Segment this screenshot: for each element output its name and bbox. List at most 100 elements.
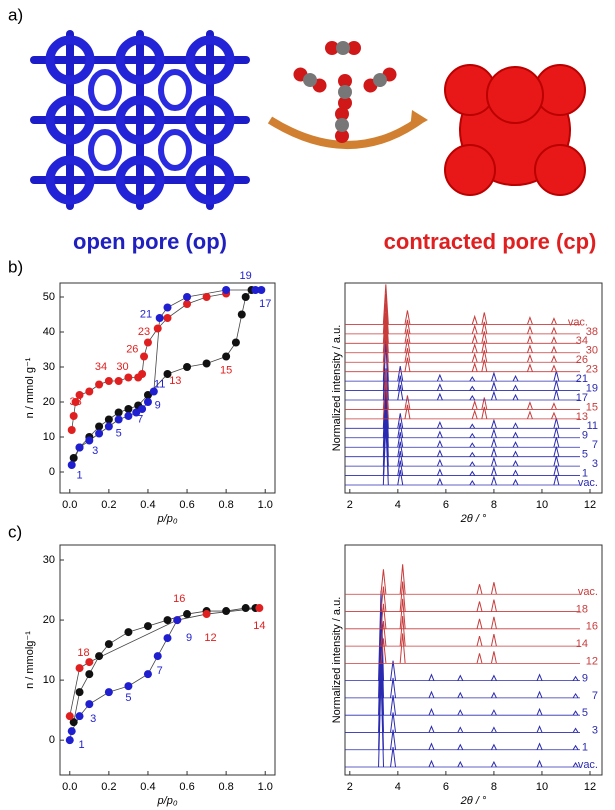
peak <box>476 601 483 612</box>
peak <box>536 742 543 750</box>
point-label: 7 <box>157 665 163 677</box>
point-label: 5 <box>116 427 122 439</box>
x-tick-label: 0.6 <box>179 781 194 793</box>
peak <box>512 469 519 476</box>
peak <box>397 422 404 438</box>
peak <box>512 393 519 401</box>
peak <box>428 690 435 699</box>
trace-label: 11 <box>587 420 598 432</box>
peak <box>536 725 543 733</box>
data-point <box>183 300 192 308</box>
peak <box>551 364 557 372</box>
carbon <box>335 118 349 132</box>
data-point <box>163 616 172 625</box>
peak <box>382 378 389 419</box>
peak <box>481 340 488 353</box>
y-axis-label: Normalized intensity / a.u. <box>331 325 343 452</box>
peak <box>490 437 497 448</box>
peak <box>490 465 497 476</box>
pore-ring <box>185 155 235 205</box>
x-tick-label: 0.0 <box>62 781 77 793</box>
peak <box>490 428 497 438</box>
data-point <box>71 398 80 406</box>
peak <box>490 599 497 612</box>
peak <box>397 366 404 382</box>
peak <box>572 744 579 750</box>
peak <box>481 397 488 410</box>
point-label: 9 <box>186 632 192 644</box>
carbon <box>373 73 387 87</box>
pore-ring <box>115 155 165 205</box>
peak <box>471 314 478 325</box>
x-tick-label: 12 <box>584 781 596 793</box>
plot-frame <box>59 544 276 776</box>
peak <box>436 439 443 448</box>
rod <box>136 30 144 210</box>
co2-molecule <box>363 67 397 93</box>
peak <box>572 762 579 768</box>
data-point <box>138 405 147 413</box>
data-point <box>95 380 104 389</box>
peak <box>551 336 557 344</box>
peak <box>551 317 557 325</box>
x-tick-label: 12 <box>584 499 596 511</box>
trace-label: 7 <box>592 439 598 451</box>
peak <box>572 675 579 681</box>
data-point <box>222 607 231 616</box>
data-point <box>132 408 141 417</box>
data-point <box>75 664 84 673</box>
x-tick-label: 0.2 <box>101 499 116 511</box>
peak <box>469 423 476 429</box>
x-tick-label: 4 <box>395 781 401 793</box>
pore-ring <box>115 95 165 145</box>
x-tick-label: 10 <box>536 499 548 511</box>
data-point <box>124 628 133 637</box>
x-tick-label: 2 <box>347 781 353 793</box>
x-tick-label: 0.4 <box>140 499 155 511</box>
x-axis-label: 2θ / ° <box>460 513 487 525</box>
data-point <box>104 640 113 649</box>
peak <box>390 660 397 681</box>
trace-label: 7 <box>592 690 598 702</box>
x-axis-label: p/p₀ <box>157 513 178 525</box>
x-tick-label: 0.8 <box>218 781 233 793</box>
point-label: 5 <box>125 692 131 704</box>
data-point <box>173 616 182 625</box>
peak <box>481 350 488 363</box>
peak <box>572 727 579 733</box>
peak <box>428 707 435 716</box>
y-tick-label: 20 <box>43 396 55 408</box>
peak <box>399 616 406 647</box>
peak <box>512 431 519 439</box>
peak <box>526 315 533 325</box>
panel-label: b) <box>8 257 23 276</box>
pore-ring <box>115 35 165 85</box>
x-axis-label: p/p₀ <box>157 795 178 807</box>
peak <box>390 746 397 768</box>
peak <box>481 331 488 344</box>
trace-label: 1 <box>582 742 588 754</box>
peak <box>553 418 560 429</box>
peak <box>382 284 389 325</box>
peak <box>476 584 483 595</box>
data-point <box>75 688 84 697</box>
data-point <box>85 658 94 667</box>
data-point <box>153 652 162 661</box>
trace-label: 12 <box>586 655 598 667</box>
peak <box>490 582 497 595</box>
pore-ring <box>45 155 95 205</box>
data-point <box>183 610 192 619</box>
peak <box>399 581 406 612</box>
data-point <box>163 303 172 312</box>
peak <box>471 361 478 372</box>
peak <box>382 312 389 353</box>
transition-arrow <box>267 116 423 149</box>
peak <box>399 564 406 595</box>
data-point <box>143 338 152 347</box>
op-label: open pore (op) <box>73 229 227 254</box>
plot-area <box>345 564 580 768</box>
trace-label: 23 <box>586 364 598 376</box>
peak <box>397 441 404 457</box>
peak <box>476 618 483 629</box>
peak <box>572 692 579 699</box>
